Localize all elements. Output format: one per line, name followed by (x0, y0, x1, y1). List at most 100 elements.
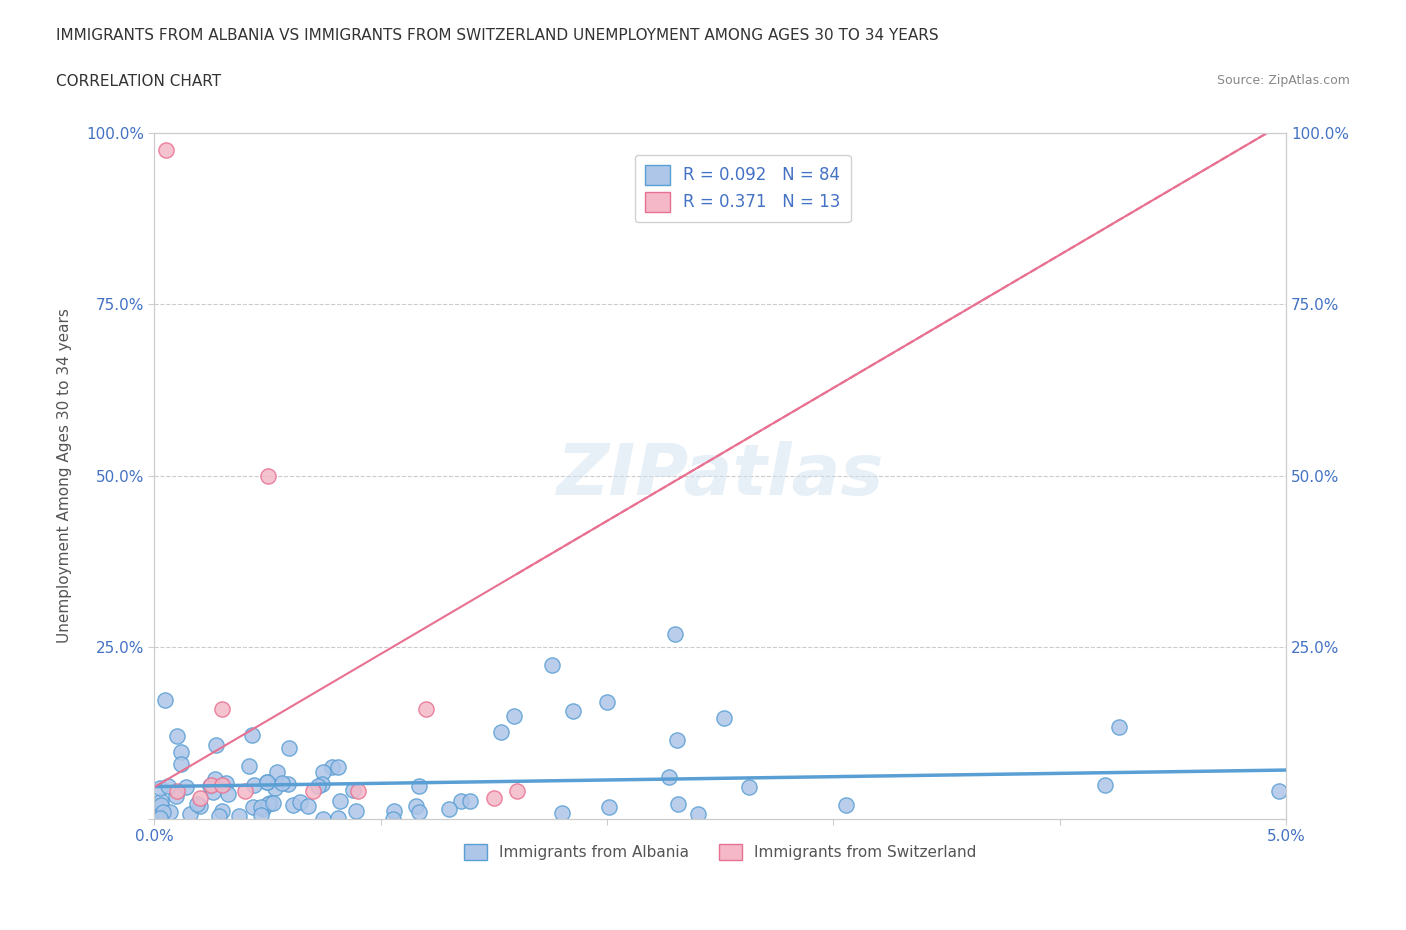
Point (188, 790, 211, 805)
Point (256, 775, 278, 790)
Point (159, 804, 181, 819)
Point (666, 732, 689, 747)
Point (551, 806, 574, 821)
Point (502, 709, 524, 724)
Point (215, 776, 238, 790)
Point (186, 797, 208, 812)
Point (835, 797, 858, 812)
Point (166, 784, 188, 799)
Point (205, 737, 228, 752)
Point (1108, 720, 1130, 735)
Point (252, 802, 274, 817)
Point (198, 778, 221, 793)
Point (211, 777, 233, 792)
Point (157, 778, 180, 793)
Point (188, 798, 211, 813)
Point (277, 776, 299, 790)
Point (217, 787, 239, 802)
Point (382, 804, 405, 818)
Point (1268, 784, 1291, 799)
Point (233, 784, 256, 799)
Point (149, 793, 172, 808)
Point (174, 780, 197, 795)
Point (155, 142, 177, 157)
Point (342, 782, 364, 797)
Point (202, 785, 225, 800)
Point (149, 811, 172, 826)
Point (271, 776, 294, 790)
Point (382, 811, 405, 826)
Text: CORRELATION CHART: CORRELATION CHART (56, 74, 221, 89)
Point (242, 800, 264, 815)
Point (686, 806, 709, 821)
Point (256, 775, 278, 790)
Point (204, 771, 226, 786)
Point (228, 809, 250, 824)
Point (211, 701, 233, 716)
Point (165, 789, 187, 804)
Point (405, 799, 427, 814)
Point (250, 807, 273, 822)
Point (408, 804, 430, 819)
Point (266, 764, 288, 779)
Point (307, 778, 329, 793)
Text: Source: ZipAtlas.com: Source: ZipAtlas.com (1216, 74, 1350, 87)
Point (297, 798, 319, 813)
Point (540, 658, 562, 672)
Point (311, 777, 333, 791)
Point (243, 777, 266, 792)
Point (256, 469, 278, 484)
Point (738, 779, 761, 794)
Y-axis label: Unemployment Among Ages 30 to 34 years: Unemployment Among Ages 30 to 34 years (58, 308, 72, 644)
Point (281, 798, 304, 813)
Point (658, 770, 681, 785)
Point (347, 784, 370, 799)
Point (263, 780, 285, 795)
Point (170, 745, 193, 760)
Point (170, 756, 193, 771)
Point (437, 802, 460, 817)
Point (145, 811, 167, 826)
Point (664, 626, 686, 641)
Text: IMMIGRANTS FROM ALBANIA VS IMMIGRANTS FROM SWITZERLAND UNEMPLOYMENT AMONG AGES 3: IMMIGRANTS FROM ALBANIA VS IMMIGRANTS FR… (56, 28, 939, 43)
Text: ZIPatlas: ZIPatlas (557, 441, 884, 511)
Point (149, 797, 172, 812)
Point (491, 724, 513, 739)
Point (152, 805, 174, 820)
Point (153, 693, 176, 708)
Point (200, 777, 222, 792)
Point (249, 799, 271, 814)
Point (179, 806, 201, 821)
Point (277, 740, 299, 755)
Point (326, 811, 349, 826)
Point (344, 804, 367, 818)
Point (596, 695, 619, 710)
Point (321, 760, 343, 775)
Point (415, 701, 437, 716)
Point (149, 780, 172, 795)
Point (146, 798, 169, 813)
Point (208, 808, 231, 823)
Point (450, 793, 472, 808)
Point (148, 809, 170, 824)
Point (666, 797, 689, 812)
Point (302, 784, 325, 799)
Point (329, 793, 352, 808)
Point (257, 796, 280, 811)
Point (458, 793, 481, 808)
Legend: Immigrants from Albania, Immigrants from Switzerland: Immigrants from Albania, Immigrants from… (457, 838, 983, 866)
Point (166, 728, 188, 743)
Point (561, 703, 583, 718)
Point (211, 804, 233, 818)
Point (288, 795, 311, 810)
Point (312, 811, 335, 826)
Point (713, 711, 735, 725)
Point (259, 795, 281, 810)
Point (326, 760, 349, 775)
Point (408, 779, 430, 794)
Point (505, 784, 527, 799)
Point (1094, 777, 1116, 792)
Point (262, 795, 284, 810)
Point (238, 758, 260, 773)
Point (240, 727, 263, 742)
